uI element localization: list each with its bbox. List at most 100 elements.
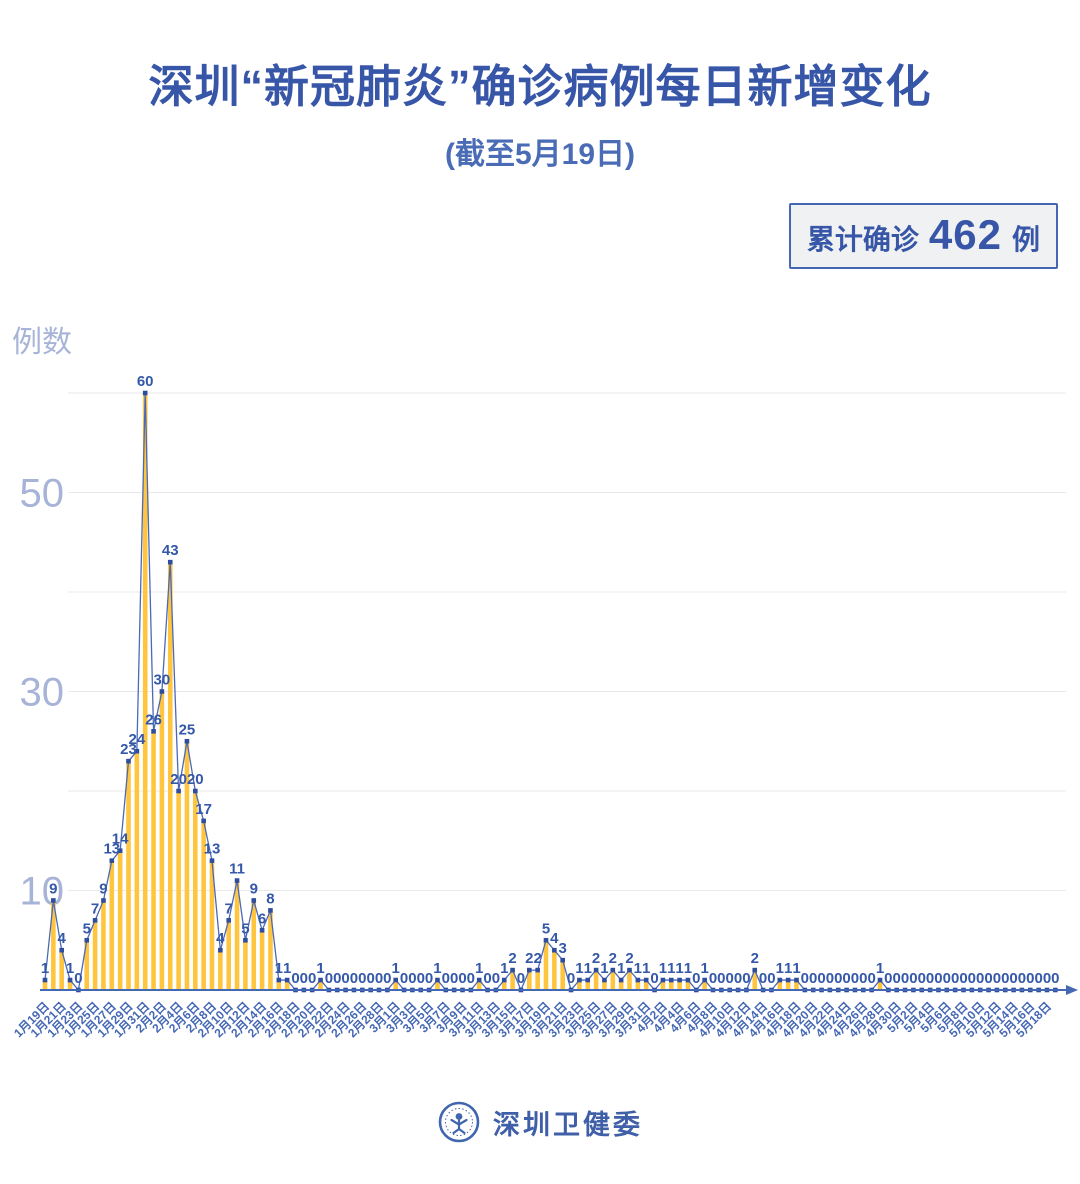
value-label: 9 bbox=[49, 880, 57, 897]
value-label: 1 bbox=[675, 960, 683, 977]
value-label: 1 bbox=[66, 960, 74, 977]
chart-bar bbox=[785, 980, 791, 990]
chart-point bbox=[435, 977, 440, 983]
chart-bar bbox=[234, 880, 240, 990]
chart-point bbox=[101, 898, 106, 903]
value-label: 0 bbox=[926, 970, 934, 987]
value-label: 6 bbox=[258, 910, 266, 927]
value-label: 2 bbox=[609, 950, 617, 967]
chart-bar bbox=[159, 691, 165, 990]
x-axis-arrow bbox=[1066, 985, 1078, 995]
chart-point bbox=[593, 967, 599, 973]
value-label: 0 bbox=[492, 970, 500, 987]
value-label: 17 bbox=[195, 801, 212, 818]
chart-bar bbox=[134, 751, 140, 990]
value-label: 1 bbox=[275, 960, 283, 977]
chart-point bbox=[159, 689, 165, 694]
chart-point bbox=[794, 977, 799, 983]
y-tick-label-50: 50 bbox=[20, 472, 65, 516]
chart-bar bbox=[84, 940, 90, 990]
value-label: 0 bbox=[984, 970, 992, 987]
value-label: 13 bbox=[204, 841, 221, 858]
chart-point bbox=[59, 947, 64, 953]
value-label: 1 bbox=[41, 960, 49, 977]
chart-point bbox=[702, 977, 707, 983]
value-label: 0 bbox=[826, 970, 834, 987]
chart-bar bbox=[109, 860, 115, 990]
chart-bar bbox=[602, 980, 607, 990]
value-label: 0 bbox=[383, 970, 391, 987]
chart-bar bbox=[67, 980, 73, 990]
chart-point bbox=[84, 937, 90, 943]
chart-bar bbox=[627, 970, 632, 990]
value-label: 1 bbox=[392, 960, 400, 977]
chart-point bbox=[167, 559, 173, 565]
chart-point bbox=[218, 947, 223, 953]
chart-bar bbox=[777, 980, 783, 990]
chart-point bbox=[126, 758, 131, 764]
chart-bar bbox=[268, 910, 273, 990]
chart-bar bbox=[51, 900, 56, 990]
value-label: 0 bbox=[325, 970, 333, 987]
value-label: 0 bbox=[951, 970, 959, 987]
badge-value: 462 bbox=[928, 211, 1002, 258]
chart-bar bbox=[184, 741, 190, 990]
value-label: 4 bbox=[550, 930, 559, 947]
chart-bar bbox=[92, 920, 98, 990]
chart-bar bbox=[435, 980, 440, 990]
chart-point bbox=[752, 967, 758, 973]
chart-bar bbox=[393, 980, 398, 990]
chart-bar bbox=[752, 970, 758, 990]
chart-bar bbox=[660, 980, 666, 990]
chart-bar bbox=[251, 900, 257, 990]
value-label: 1 bbox=[475, 960, 483, 977]
chart-point bbox=[209, 858, 215, 863]
chart-point bbox=[276, 977, 282, 983]
value-label: 14 bbox=[112, 831, 129, 848]
chart-bar bbox=[284, 980, 290, 990]
chart-point bbox=[577, 977, 582, 983]
value-label: 0 bbox=[817, 970, 825, 987]
chart-point bbox=[51, 898, 56, 903]
chart-bar bbox=[510, 970, 515, 990]
value-label: 1 bbox=[642, 960, 650, 977]
chart-point bbox=[668, 977, 674, 983]
value-label: 1 bbox=[700, 960, 708, 977]
value-label: 30 bbox=[154, 672, 171, 689]
chart-point bbox=[877, 977, 883, 983]
value-label: 0 bbox=[366, 970, 374, 987]
chart-bar bbox=[593, 970, 599, 990]
chart-point bbox=[193, 788, 198, 794]
value-label: 1 bbox=[634, 960, 642, 977]
value-label: 0 bbox=[734, 970, 742, 987]
value-label: 1 bbox=[659, 960, 667, 977]
chart-bar bbox=[276, 980, 282, 990]
value-label: 5 bbox=[542, 920, 550, 937]
chart-bar bbox=[151, 731, 156, 990]
chart-bar bbox=[259, 930, 265, 990]
y-axis-tick-labels: 10 30 50 bbox=[20, 472, 65, 914]
chart-point bbox=[142, 390, 148, 396]
value-label: 0 bbox=[976, 970, 984, 987]
value-label: 0 bbox=[1043, 970, 1051, 987]
value-label: 1 bbox=[876, 960, 884, 977]
cumulative-total-badge: 累计确诊 462 例 bbox=[788, 203, 1058, 269]
page-subtitle: (截至5月19日) bbox=[444, 138, 636, 171]
value-label: 0 bbox=[375, 970, 383, 987]
chart-bar bbox=[209, 860, 215, 990]
chart-point bbox=[777, 977, 783, 983]
value-label: 5 bbox=[83, 920, 91, 937]
value-label: 0 bbox=[834, 970, 842, 987]
value-label: 0 bbox=[934, 970, 942, 987]
value-label: 1 bbox=[684, 960, 692, 977]
value-label: 0 bbox=[859, 970, 867, 987]
chart-point bbox=[234, 878, 240, 883]
value-label: 1 bbox=[776, 960, 784, 977]
bars-group bbox=[42, 393, 883, 990]
chart-point bbox=[117, 848, 123, 853]
chart-point bbox=[627, 967, 632, 973]
value-label: 1 bbox=[316, 960, 324, 977]
value-label: 0 bbox=[308, 970, 316, 987]
chart-point bbox=[510, 967, 515, 973]
chart-point bbox=[535, 967, 540, 973]
